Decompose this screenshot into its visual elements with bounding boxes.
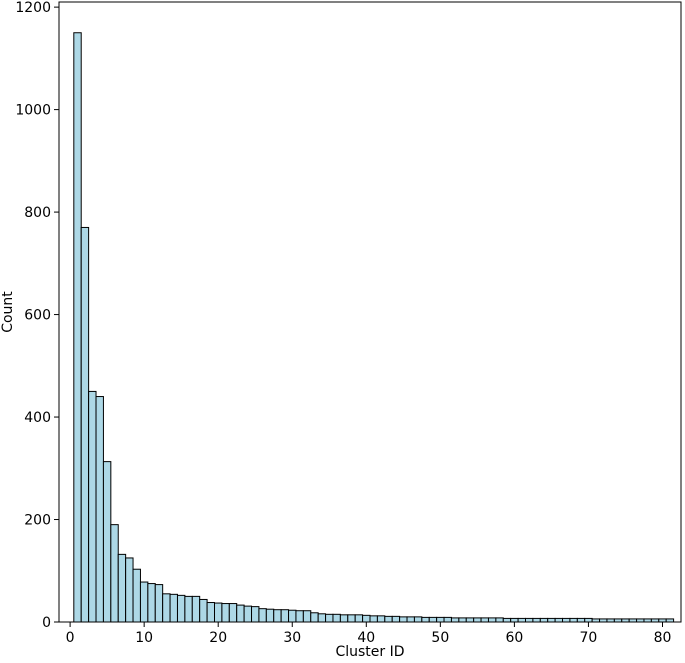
bar-cluster-10 [139,581,149,623]
bar-cluster-34 [317,613,327,623]
bar-cluster-6 [110,524,119,623]
x-tick-label: 30 [283,630,301,646]
bar-cluster-33 [310,612,319,623]
bar-cluster-23 [236,604,245,623]
bar-cluster-43 [384,615,393,623]
y-tick-label: 1200 [15,0,51,16]
y-tick-label: 0 [42,615,51,631]
bar-cluster-12 [154,584,164,623]
bar-cluster-31 [295,610,304,623]
bar-cluster-61 [517,617,526,623]
y-tick-label: 200 [24,513,51,529]
x-tick-label: 0 [66,630,75,646]
x-tick-label: 60 [505,630,523,646]
bar-cluster-35 [325,613,334,623]
bar-cluster-51 [443,616,452,623]
x-tick-label: 40 [357,630,375,646]
bar-cluster-3 [88,390,97,623]
x-tick-label: 50 [431,630,449,646]
bar-cluster-37 [339,614,349,623]
bar-cluster-56 [480,617,489,623]
bar-cluster-68 [569,617,578,623]
bar-cluster-50 [436,616,445,623]
bar-cluster-7 [117,553,127,623]
bar-cluster-59 [502,617,512,623]
bar-cluster-57 [487,617,497,623]
bar-cluster-54 [465,617,475,623]
bar-cluster-17 [191,595,201,623]
bar-cluster-30 [288,609,297,623]
y-tick-label: 600 [24,308,51,324]
bar-cluster-49 [428,616,438,623]
bar-cluster-9 [132,568,141,623]
bar-cluster-13 [162,593,171,623]
bar-cluster-16 [184,595,193,623]
bar-cluster-67 [562,617,571,623]
bar-cluster-15 [176,594,186,623]
bar-cluster-21 [221,603,230,623]
bar-cluster-58 [495,617,504,623]
bar-cluster-66 [554,617,564,623]
bar-cluster-53 [458,617,467,623]
bar-cluster-28 [273,609,282,623]
y-axis: 0 200 400 600 800 1000 1200 [15,0,59,631]
bar-cluster-39 [354,614,364,623]
bar-cluster-46 [406,616,415,623]
bar-cluster-25 [251,606,260,623]
bar-cluster-1 [73,32,82,623]
bar-cluster-48 [421,616,430,623]
bar-cluster-19 [206,602,216,623]
bar-cluster-5 [102,461,112,623]
bars-group [73,32,675,623]
bar-cluster-22 [228,603,238,623]
bar-cluster-4 [95,396,104,623]
bar-cluster-24 [243,605,253,623]
bar-cluster-44 [391,615,401,623]
bar-cluster-63 [532,617,541,623]
bar-cluster-27 [265,608,275,623]
bar-cluster-14 [169,593,178,623]
bar-cluster-2 [80,226,90,623]
bar-cluster-45 [399,616,408,623]
bar-cluster-60 [510,617,519,623]
x-tick-label: 20 [209,630,227,646]
x-axis-label: Cluster ID [335,644,404,659]
x-tick-label: 10 [135,630,153,646]
bar-cluster-18 [199,598,208,623]
y-tick-label: 800 [24,205,51,221]
bar-cluster-55 [473,617,482,623]
bar-cluster-62 [525,617,534,623]
bar-cluster-47 [413,616,423,623]
bar-cluster-65 [547,617,556,623]
bar-cluster-8 [125,557,134,623]
plot-frame [58,1,682,623]
y-tick-label: 400 [24,410,51,426]
bar-cluster-11 [147,583,156,623]
bar-cluster-64 [539,617,549,623]
bar-cluster-42 [376,615,386,623]
bar-cluster-26 [258,608,267,623]
y-tick-label: 1000 [15,103,51,119]
x-tick-label: 80 [654,630,672,646]
bar-cluster-69 [576,617,586,623]
bar-cluster-38 [347,614,356,623]
x-tick-label: 70 [580,630,598,646]
bar-cluster-32 [302,610,312,623]
bar-cluster-40 [362,614,371,623]
x-axis: 0 10 20 30 40 50 60 70 80 [66,622,672,646]
bar-cluster-20 [214,602,223,623]
bar-cluster-70 [584,617,593,623]
bar-cluster-52 [450,617,460,623]
bar-cluster-29 [280,609,290,623]
bar-cluster-36 [332,613,341,623]
bar-cluster-41 [369,615,378,623]
y-axis-label: Count [0,291,16,333]
